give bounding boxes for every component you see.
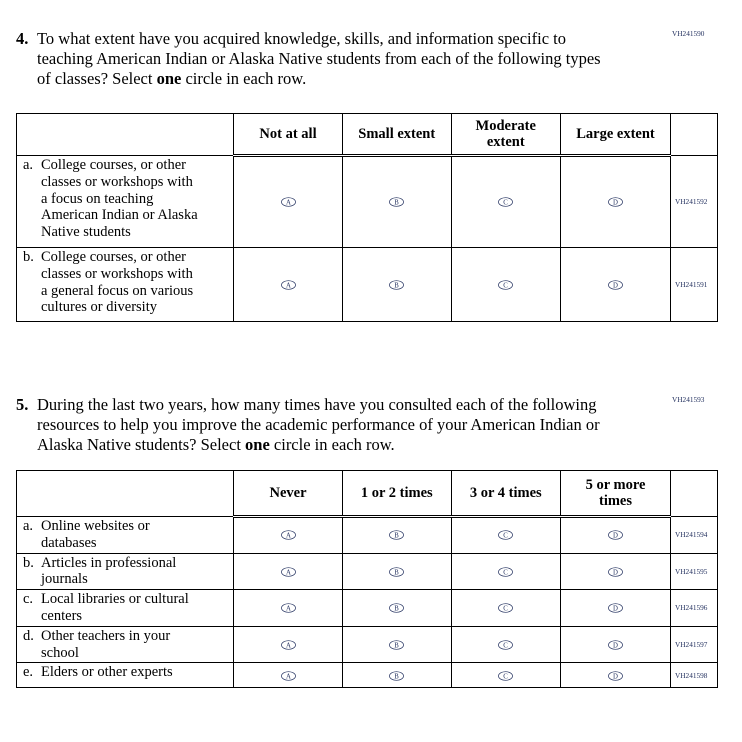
svg-text:B: B: [394, 642, 399, 649]
svg-text:C: C: [503, 282, 508, 289]
svg-text:D: D: [613, 533, 618, 540]
svg-text:C: C: [503, 606, 508, 613]
svg-text:A: A: [286, 642, 291, 649]
svg-text:B: B: [394, 569, 399, 576]
svg-text:C: C: [503, 673, 508, 680]
svg-text:D: D: [613, 569, 618, 576]
svg-text:B: B: [394, 282, 399, 289]
svg-text:A: A: [286, 200, 291, 207]
svg-text:B: B: [394, 533, 399, 540]
svg-text:B: B: [394, 606, 399, 613]
svg-text:A: A: [286, 673, 291, 680]
svg-text:B: B: [394, 200, 399, 207]
svg-text:D: D: [613, 606, 618, 613]
svg-text:C: C: [503, 200, 508, 207]
svg-text:A: A: [286, 533, 291, 540]
svg-text:D: D: [613, 673, 618, 680]
svg-text:D: D: [613, 642, 618, 649]
svg-text:C: C: [503, 569, 508, 576]
svg-text:D: D: [613, 282, 618, 289]
svg-text:A: A: [286, 282, 291, 289]
svg-text:D: D: [613, 200, 618, 207]
svg-text:A: A: [286, 606, 291, 613]
svg-text:C: C: [503, 642, 508, 649]
svg-text:A: A: [286, 569, 291, 576]
svg-text:B: B: [394, 673, 399, 680]
svg-text:C: C: [503, 533, 508, 540]
